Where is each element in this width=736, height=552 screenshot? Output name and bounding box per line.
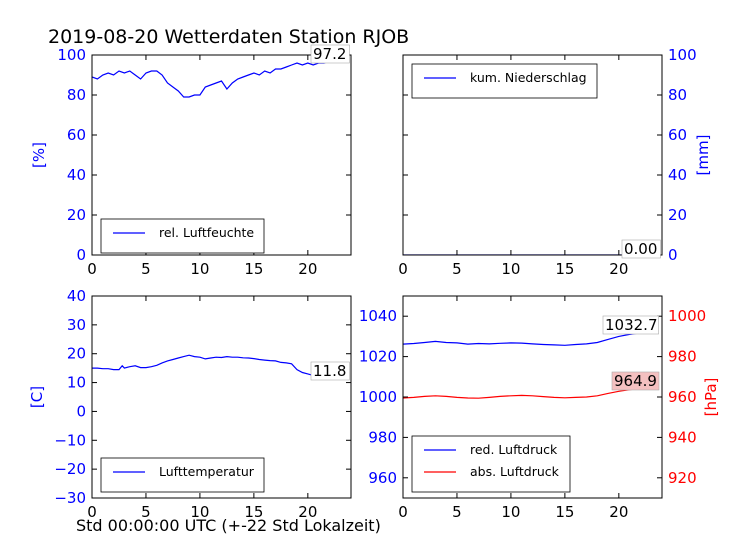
pressure-panel: 0 5 10 15 20 960 980 1000 1020 1040 920 940 960 980 10… bbox=[359, 295, 720, 521]
temperature-xtick-label: 15 bbox=[244, 503, 263, 521]
humidity-ytick-label: 40 bbox=[67, 166, 86, 184]
pressure-legend bbox=[411, 435, 571, 493]
pressure-annotation: 964.9 bbox=[614, 372, 657, 390]
humidity-legend-label: rel. Luftfeuchte bbox=[159, 225, 254, 240]
pressure-ytick-label-right: 940 bbox=[668, 428, 697, 446]
humidity-ytick-label: 100 bbox=[57, 46, 86, 64]
humidity-ytick-label: 20 bbox=[67, 206, 86, 224]
precipitation-ytick-label-right: 0 bbox=[668, 246, 678, 264]
pressure-ytick-label-right: 980 bbox=[668, 348, 697, 366]
pressure-xtick-label: 5 bbox=[452, 503, 462, 521]
temperature-series-line-0 bbox=[92, 354, 346, 378]
precipitation-xtick-label: 0 bbox=[398, 260, 408, 278]
precipitation-panel: 0 5 10 15 20 0 20 40 60 80 100 [mm] kum. Niederschla… bbox=[398, 46, 712, 278]
pressure-ytick-label-right: 960 bbox=[668, 388, 697, 406]
humidity-ylabel: [%] bbox=[30, 142, 48, 168]
temperature-ytick-label: −30 bbox=[54, 489, 86, 507]
precipitation-annotation-box bbox=[621, 239, 661, 259]
temperature-ytick-label: −10 bbox=[54, 431, 86, 449]
precipitation-legend bbox=[411, 63, 598, 99]
pressure-annotation-box bbox=[602, 315, 659, 335]
humidity-legend bbox=[100, 218, 265, 254]
pressure-legend-label: abs. Luftdruck bbox=[470, 464, 560, 479]
precipitation-ytick-label-right: 60 bbox=[668, 126, 687, 144]
pressure-xtick-label: 0 bbox=[398, 503, 408, 521]
pressure-series-line-1 bbox=[403, 386, 657, 399]
pressure-annotation-box bbox=[611, 371, 660, 391]
humidity-ytick-label: 80 bbox=[67, 86, 86, 104]
pressure-ytick-label: 1000 bbox=[359, 388, 397, 406]
precipitation-ylabel: [mm] bbox=[694, 135, 712, 176]
humidity-xtick-label: 10 bbox=[190, 260, 209, 278]
temperature-legend bbox=[100, 457, 265, 493]
temperature-ytick-label: 10 bbox=[67, 374, 86, 392]
precipitation-ytick-label-right: 80 bbox=[668, 86, 687, 104]
temperature-panel: 0 5 10 15 20 −30 −20 −10 0 10 20 30 40 [C] Lufttempera… bbox=[28, 287, 352, 521]
temperature-ytick-label: 40 bbox=[67, 287, 86, 305]
pressure-xtick-label: 15 bbox=[555, 503, 574, 521]
temperature-annotation: 11.8 bbox=[313, 362, 346, 380]
humidity-ytick-label: 60 bbox=[67, 126, 86, 144]
precipitation-xtick-label: 5 bbox=[452, 260, 462, 278]
x-axis-label: Std 00:00:00 UTC (+-22 Std Lokalzeit) bbox=[76, 516, 381, 535]
precipitation-xtick-label: 20 bbox=[609, 260, 628, 278]
humidity-frame bbox=[91, 54, 352, 256]
pressure-legend-label: red. Luftdruck bbox=[470, 442, 558, 457]
temperature-ytick-label: 20 bbox=[67, 345, 86, 363]
pressure-ylabel-right: [hPa] bbox=[702, 378, 720, 417]
humidity-annotation: 97.2 bbox=[313, 45, 346, 63]
temperature-xtick-label: 20 bbox=[298, 503, 317, 521]
precipitation-annotation: 0.00 bbox=[624, 240, 657, 258]
humidity-ytick-label: 0 bbox=[76, 246, 86, 264]
temperature-xtick-label: 5 bbox=[141, 503, 151, 521]
pressure-ytick-label-right: 1000 bbox=[668, 307, 706, 325]
humidity-xtick-label: 0 bbox=[87, 260, 97, 278]
humidity-xtick-label: 5 bbox=[141, 260, 151, 278]
temperature-ylabel: [C] bbox=[28, 386, 46, 408]
pressure-ytick-label: 980 bbox=[368, 428, 397, 446]
pressure-xtick-label: 20 bbox=[609, 503, 628, 521]
temperature-xtick-label: 10 bbox=[190, 503, 209, 521]
figure-title: 2019-08-20 Wetterdaten Station RJOB bbox=[48, 26, 410, 48]
pressure-ytick-label: 1020 bbox=[359, 348, 397, 366]
temperature-xtick-label: 0 bbox=[87, 503, 97, 521]
pressure-ytick-label: 1040 bbox=[359, 307, 397, 325]
precipitation-xtick-label: 10 bbox=[501, 260, 520, 278]
temperature-ytick-label: −20 bbox=[54, 460, 86, 478]
humidity-series-line-0 bbox=[92, 60, 346, 98]
humidity-xtick-label: 20 bbox=[298, 260, 317, 278]
humidity-xtick-label: 15 bbox=[244, 260, 263, 278]
precipitation-ytick-label-right: 100 bbox=[668, 46, 697, 64]
temperature-ytick-label: 0 bbox=[76, 402, 86, 420]
pressure-ytick-label-right: 920 bbox=[668, 469, 697, 487]
pressure-ytick-label: 960 bbox=[368, 469, 397, 487]
precipitation-frame bbox=[402, 54, 663, 256]
pressure-xtick-label: 10 bbox=[501, 503, 520, 521]
humidity-panel: 0 5 10 15 20 0 20 40 60 80 100 [%] rel. Luftfeuchte 9… bbox=[30, 44, 352, 278]
precipitation-ytick-label-right: 20 bbox=[668, 206, 687, 224]
precipitation-legend-label: kum. Niederschlag bbox=[470, 70, 587, 85]
temperature-frame bbox=[91, 295, 352, 499]
temperature-annotation-box bbox=[310, 361, 350, 381]
pressure-annotation: 1032.7 bbox=[605, 316, 658, 334]
pressure-series-line-0 bbox=[403, 330, 657, 346]
precipitation-xtick-label: 15 bbox=[555, 260, 574, 278]
temperature-ytick-label: 30 bbox=[67, 316, 86, 334]
humidity-annotation-box bbox=[310, 44, 350, 64]
temperature-legend-label: Lufttemperatur bbox=[159, 464, 255, 479]
precipitation-ytick-label-right: 40 bbox=[668, 166, 687, 184]
